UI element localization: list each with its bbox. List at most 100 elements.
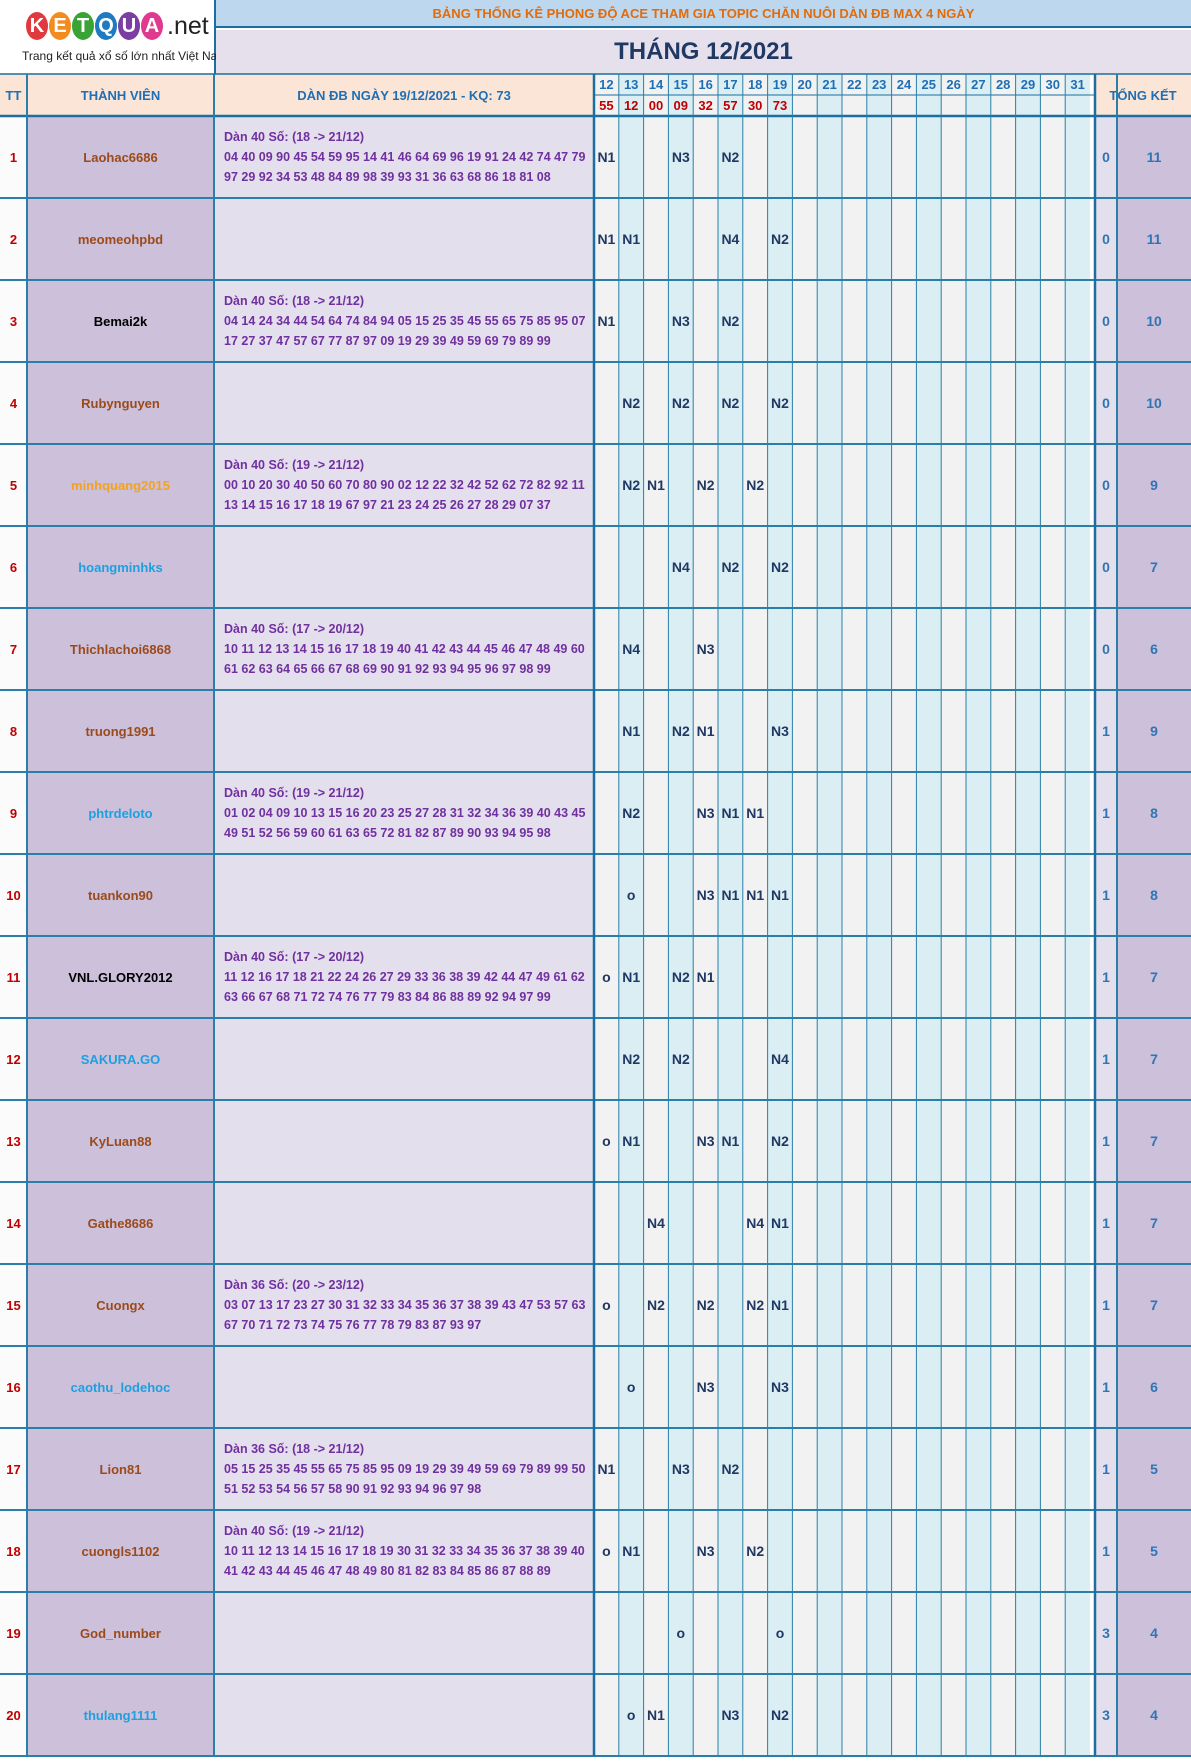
day-mark [941, 1674, 966, 1756]
dan-numbers: Dàn 40 Số: (17 -> 20/12) 10 11 12 13 14 1… [214, 608, 594, 690]
day-mark [742, 1592, 768, 1674]
day-mark [941, 772, 966, 854]
row-total: 7 [1117, 1018, 1191, 1100]
day-mark: N3 [693, 1100, 718, 1182]
day-mark [718, 608, 743, 690]
day-mark [1015, 198, 1041, 280]
member-name[interactable]: Cuongx [27, 1264, 214, 1346]
day-mark [718, 1182, 743, 1264]
day-mark [916, 608, 942, 690]
day-mark: N3 [668, 280, 694, 362]
day-mark [792, 1510, 818, 1592]
day-result: 73 [767, 95, 793, 116]
day-mark [842, 854, 867, 936]
day-mark [842, 1018, 867, 1100]
day-mark: N3 [767, 1346, 793, 1428]
member-name[interactable]: Gathe8686 [27, 1182, 214, 1264]
day-mark [916, 1100, 942, 1182]
member-name[interactable]: VNL.GLORY2012 [27, 936, 214, 1018]
day-mark [1065, 690, 1090, 772]
member-name[interactable]: Thichlachoi6868 [27, 608, 214, 690]
dan-line1: 00 10 20 30 40 50 60 70 80 90 02 12 22 3… [224, 478, 585, 492]
row-total: 11 [1117, 116, 1191, 198]
dan-line2: 49 51 52 56 59 60 61 63 65 72 81 82 87 8… [224, 826, 551, 840]
day-mark [990, 526, 1016, 608]
day-mark: N2 [718, 1428, 743, 1510]
day-result [842, 95, 867, 116]
day-mark [941, 1100, 966, 1182]
day-mark [718, 444, 743, 526]
day-mark: o [767, 1592, 793, 1674]
day-mark [1015, 772, 1041, 854]
day-mark: N1 [643, 444, 669, 526]
day-mark [643, 280, 669, 362]
row-number: 14 [0, 1182, 27, 1264]
day-mark [1015, 444, 1041, 526]
member-name[interactable]: God_number [27, 1592, 214, 1674]
member-name[interactable]: Bemai2k [27, 280, 214, 362]
member-name[interactable]: Lion81 [27, 1428, 214, 1510]
member-name[interactable]: Rubynguyen [27, 362, 214, 444]
day-mark: N4 [742, 1182, 768, 1264]
member-name[interactable]: truong1991 [27, 690, 214, 772]
day-mark [866, 608, 892, 690]
day-mark [792, 1182, 818, 1264]
row-sum: 0 [1095, 608, 1117, 690]
member-name[interactable]: caothu_lodehoc [27, 1346, 214, 1428]
day-mark: N1 [594, 198, 619, 280]
day-mark [594, 1018, 619, 1100]
day-mark [916, 444, 942, 526]
day-mark [817, 1100, 842, 1182]
day-mark [668, 1100, 694, 1182]
day-mark: N4 [668, 526, 694, 608]
day-mark [1065, 198, 1090, 280]
member-name[interactable]: tuankon90 [27, 854, 214, 936]
logo-letter: A [141, 12, 163, 40]
dan-title: Dàn 36 Số: (18 -> 21/12) [224, 1442, 364, 1456]
member-name[interactable]: cuongls1102 [27, 1510, 214, 1592]
member-name[interactable]: KyLuan88 [27, 1100, 214, 1182]
day-mark [792, 526, 818, 608]
row-total: 8 [1117, 772, 1191, 854]
day-mark [792, 772, 818, 854]
day-mark [916, 1018, 942, 1100]
site-logo[interactable]: K E T Q U A .net Trang kết quả xổ số lớn nhất … [0, 0, 227, 74]
day-mark [842, 526, 867, 608]
day-mark [693, 116, 718, 198]
day-result [891, 95, 917, 116]
member-name[interactable]: meomeohpbd [27, 198, 214, 280]
row-total: 7 [1117, 1264, 1191, 1346]
member-name[interactable]: minhquang2015 [27, 444, 214, 526]
day-mark [718, 936, 743, 1018]
day-mark: N1 [594, 280, 619, 362]
day-mark [643, 772, 669, 854]
day-mark [1040, 280, 1066, 362]
day-mark [916, 1592, 942, 1674]
row-number: 13 [0, 1100, 27, 1182]
member-name[interactable]: Laohac6686 [27, 116, 214, 198]
day-mark: o [594, 1264, 619, 1346]
member-name[interactable]: hoangminhks [27, 526, 214, 608]
day-mark [842, 280, 867, 362]
day-mark [966, 1346, 991, 1428]
day-mark: N2 [668, 690, 694, 772]
dan-numbers [214, 1346, 594, 1428]
logo-wordmark: K E T Q U A .net [26, 8, 209, 44]
row-total: 9 [1117, 444, 1191, 526]
day-mark [1065, 1182, 1090, 1264]
row-sum: 1 [1095, 936, 1117, 1018]
day-mark [866, 198, 892, 280]
day-mark [842, 116, 867, 198]
day-mark: N3 [668, 116, 694, 198]
day-mark: o [668, 1592, 694, 1674]
day-mark [842, 690, 867, 772]
member-name[interactable]: thulang1111 [27, 1674, 214, 1756]
day-mark [990, 772, 1016, 854]
day-mark [1015, 690, 1041, 772]
day-mark [842, 1182, 867, 1264]
day-mark [891, 1182, 917, 1264]
dan-title: Dàn 40 Số: (17 -> 20/12) [224, 622, 364, 636]
member-name[interactable]: phtrdeloto [27, 772, 214, 854]
dan-numbers: Dàn 40 Số: (19 -> 21/12) 00 10 20 30 40 5… [214, 444, 594, 526]
member-name[interactable]: SAKURA.GO [27, 1018, 214, 1100]
